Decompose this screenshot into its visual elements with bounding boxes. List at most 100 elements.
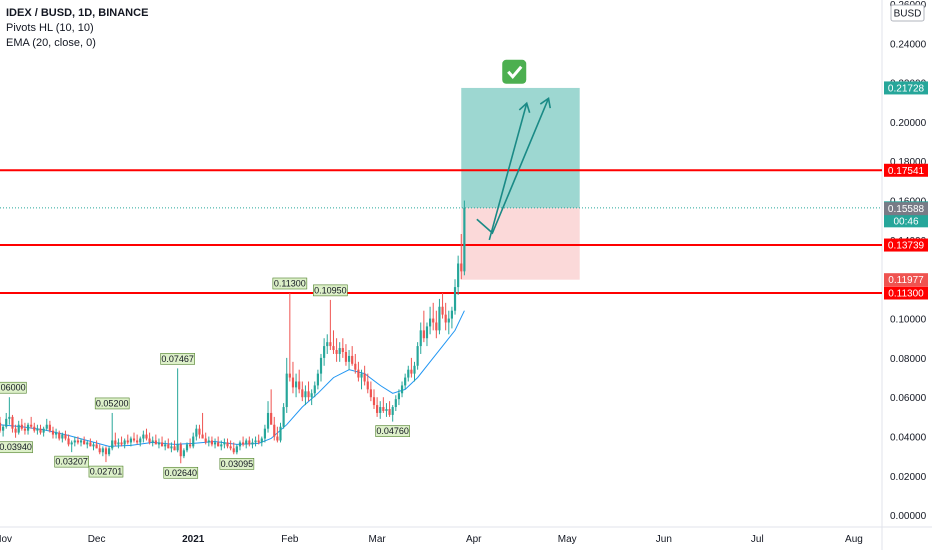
currency-badge[interactable] xyxy=(890,4,925,22)
stop-zone xyxy=(461,207,580,280)
pivot-label: 0.02701 xyxy=(90,467,123,477)
candle-body xyxy=(266,412,270,429)
candle-body xyxy=(285,373,288,408)
target-zone xyxy=(461,87,580,208)
candle-body xyxy=(142,434,145,439)
candle-body xyxy=(329,342,332,347)
candle-body xyxy=(14,428,17,433)
candle-body xyxy=(70,442,73,445)
candle-body xyxy=(242,442,245,445)
candle-body xyxy=(164,444,167,447)
arrow-head xyxy=(539,96,552,109)
x-tick-label: Aug xyxy=(845,534,863,545)
x-tick-label: Apr xyxy=(466,534,482,545)
candle-body xyxy=(129,438,132,443)
candle-body xyxy=(435,322,438,331)
pivot-label-box xyxy=(272,277,308,290)
candle-body xyxy=(388,409,391,415)
arrow-head xyxy=(518,101,531,114)
y-tick-label: 0.06000 xyxy=(890,393,927,404)
candle-body xyxy=(154,440,157,445)
candle-body xyxy=(453,287,457,311)
candle-body xyxy=(123,440,126,445)
candle-body xyxy=(235,446,238,453)
candle-body xyxy=(192,436,195,447)
candle-body xyxy=(145,434,148,439)
y-tick-label: 0.08000 xyxy=(890,354,927,365)
candle-body xyxy=(51,430,55,435)
candle-body xyxy=(444,314,447,323)
candle-body xyxy=(416,346,419,366)
candle-body xyxy=(48,424,51,431)
candle-body xyxy=(298,381,301,390)
candle-body xyxy=(189,444,192,447)
candle-body xyxy=(83,440,86,445)
chart-legend: IDEX / BUSD, 1D, BINANCE Pivots HL (10, … xyxy=(6,6,148,51)
candle-body xyxy=(438,306,441,331)
candle-body xyxy=(316,373,319,386)
candle-body xyxy=(425,326,429,339)
candle-body xyxy=(372,397,376,406)
candle-body xyxy=(397,393,401,400)
candle-body xyxy=(73,440,76,443)
candle-body xyxy=(376,405,379,413)
candle-body xyxy=(176,444,179,451)
candle-body xyxy=(76,440,80,443)
candle-body xyxy=(64,434,67,439)
candle-body xyxy=(23,428,27,431)
candle-body xyxy=(288,373,291,378)
candle-body xyxy=(319,357,323,374)
pivot-label: 0.02640 xyxy=(164,468,197,478)
candle-body xyxy=(36,428,39,431)
candle-body xyxy=(79,440,83,443)
pivot-label-box xyxy=(163,466,199,479)
candle-body xyxy=(132,438,136,441)
candle-body xyxy=(404,377,407,386)
candle-body xyxy=(232,448,235,453)
candle-body xyxy=(95,444,98,449)
price-tag-label: 0.21728 xyxy=(888,83,925,94)
candle-body xyxy=(11,416,14,429)
candle-body xyxy=(107,448,111,455)
candle-body xyxy=(379,407,382,413)
candle-body xyxy=(385,409,388,411)
candle-body xyxy=(363,373,366,382)
price-tag xyxy=(884,163,928,177)
candle-body xyxy=(351,355,354,364)
candle-body xyxy=(251,442,254,445)
candle-body xyxy=(5,418,8,427)
candle-body xyxy=(120,442,123,445)
candle-body xyxy=(369,389,372,398)
candle-body xyxy=(382,407,385,411)
candle-body xyxy=(185,444,189,451)
candle-body xyxy=(394,399,397,408)
candle-body xyxy=(276,436,279,441)
candle-body xyxy=(39,428,42,433)
candle-body xyxy=(310,393,313,398)
x-tick-label: May xyxy=(558,534,577,545)
candle-body xyxy=(213,442,217,445)
candle-body xyxy=(42,428,45,433)
candle-body xyxy=(157,442,161,445)
candle-body xyxy=(198,428,201,435)
pivot-label-box xyxy=(219,458,255,470)
candle-body xyxy=(457,263,460,288)
checkmark-icon xyxy=(502,59,527,84)
candle-body xyxy=(86,442,89,445)
candle-body xyxy=(304,391,307,398)
projection-arrow xyxy=(488,103,528,241)
candle-body xyxy=(229,446,232,449)
candle-body xyxy=(344,351,348,362)
candle-body xyxy=(204,438,207,443)
pivot-label-box xyxy=(0,381,27,394)
candle-body xyxy=(33,426,36,431)
candle-body xyxy=(332,346,335,351)
candle-body xyxy=(291,377,295,388)
y-tick-label: 0.10000 xyxy=(890,315,927,326)
y-tick-label: 0.18000 xyxy=(890,157,927,168)
candle-body xyxy=(220,444,223,447)
candle-body xyxy=(58,432,61,439)
candle-body xyxy=(2,426,5,431)
candle-body xyxy=(257,440,260,443)
